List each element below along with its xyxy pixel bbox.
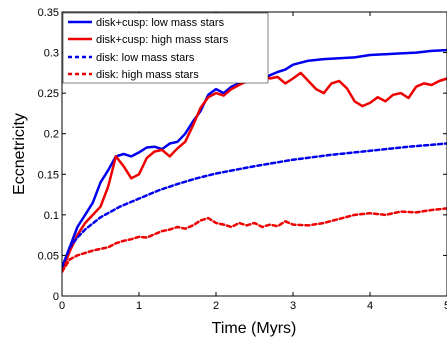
x-tick-label: 5: [444, 300, 447, 312]
x-tick-label: 1: [136, 300, 142, 312]
y-tick-label: 0: [53, 291, 59, 303]
series-line-3: [62, 207, 447, 273]
y-tick-label: 0.3: [44, 48, 59, 60]
legend-box: [62, 12, 269, 84]
legend-label-high-mass-disk: disk: high mass stars: [96, 69, 199, 81]
y-axis-title: Eccnetricity: [11, 113, 28, 195]
legend-label-high-mass-disk-cusp: disk+cusp: high mass stars: [96, 34, 229, 46]
axis-ticks: 0 1 2 3 4 5 0 0.05 0.1 0.15 0.2 0.25 0.3 0.35: [38, 7, 447, 312]
legend-label-low-mass-disk: disk: low mass stars: [96, 52, 195, 64]
y-tick-label: 0.35: [38, 7, 59, 19]
series-line-2: [62, 142, 447, 269]
legend: disk+cusp: low mass stars disk+cusp: hig…: [62, 12, 269, 84]
series-line-0: [62, 48, 447, 269]
y-tick-label: 0.2: [44, 129, 59, 141]
y-tick-label: 0.15: [38, 169, 59, 181]
y-tick-label: 0.25: [38, 88, 59, 100]
legend-label-low-mass-disk-cusp: disk+cusp: low mass stars: [96, 17, 225, 29]
y-tick-label: 0.05: [38, 250, 59, 262]
x-tick-label: 2: [213, 300, 219, 312]
x-tick-label: 0: [59, 300, 65, 312]
x-axis-title: Time (Myrs): [212, 320, 297, 337]
x-tick-label: 4: [367, 300, 373, 312]
y-tick-label: 0.1: [44, 210, 59, 222]
x-tick-label: 3: [290, 300, 296, 312]
plot-frame: [61, 11, 447, 297]
